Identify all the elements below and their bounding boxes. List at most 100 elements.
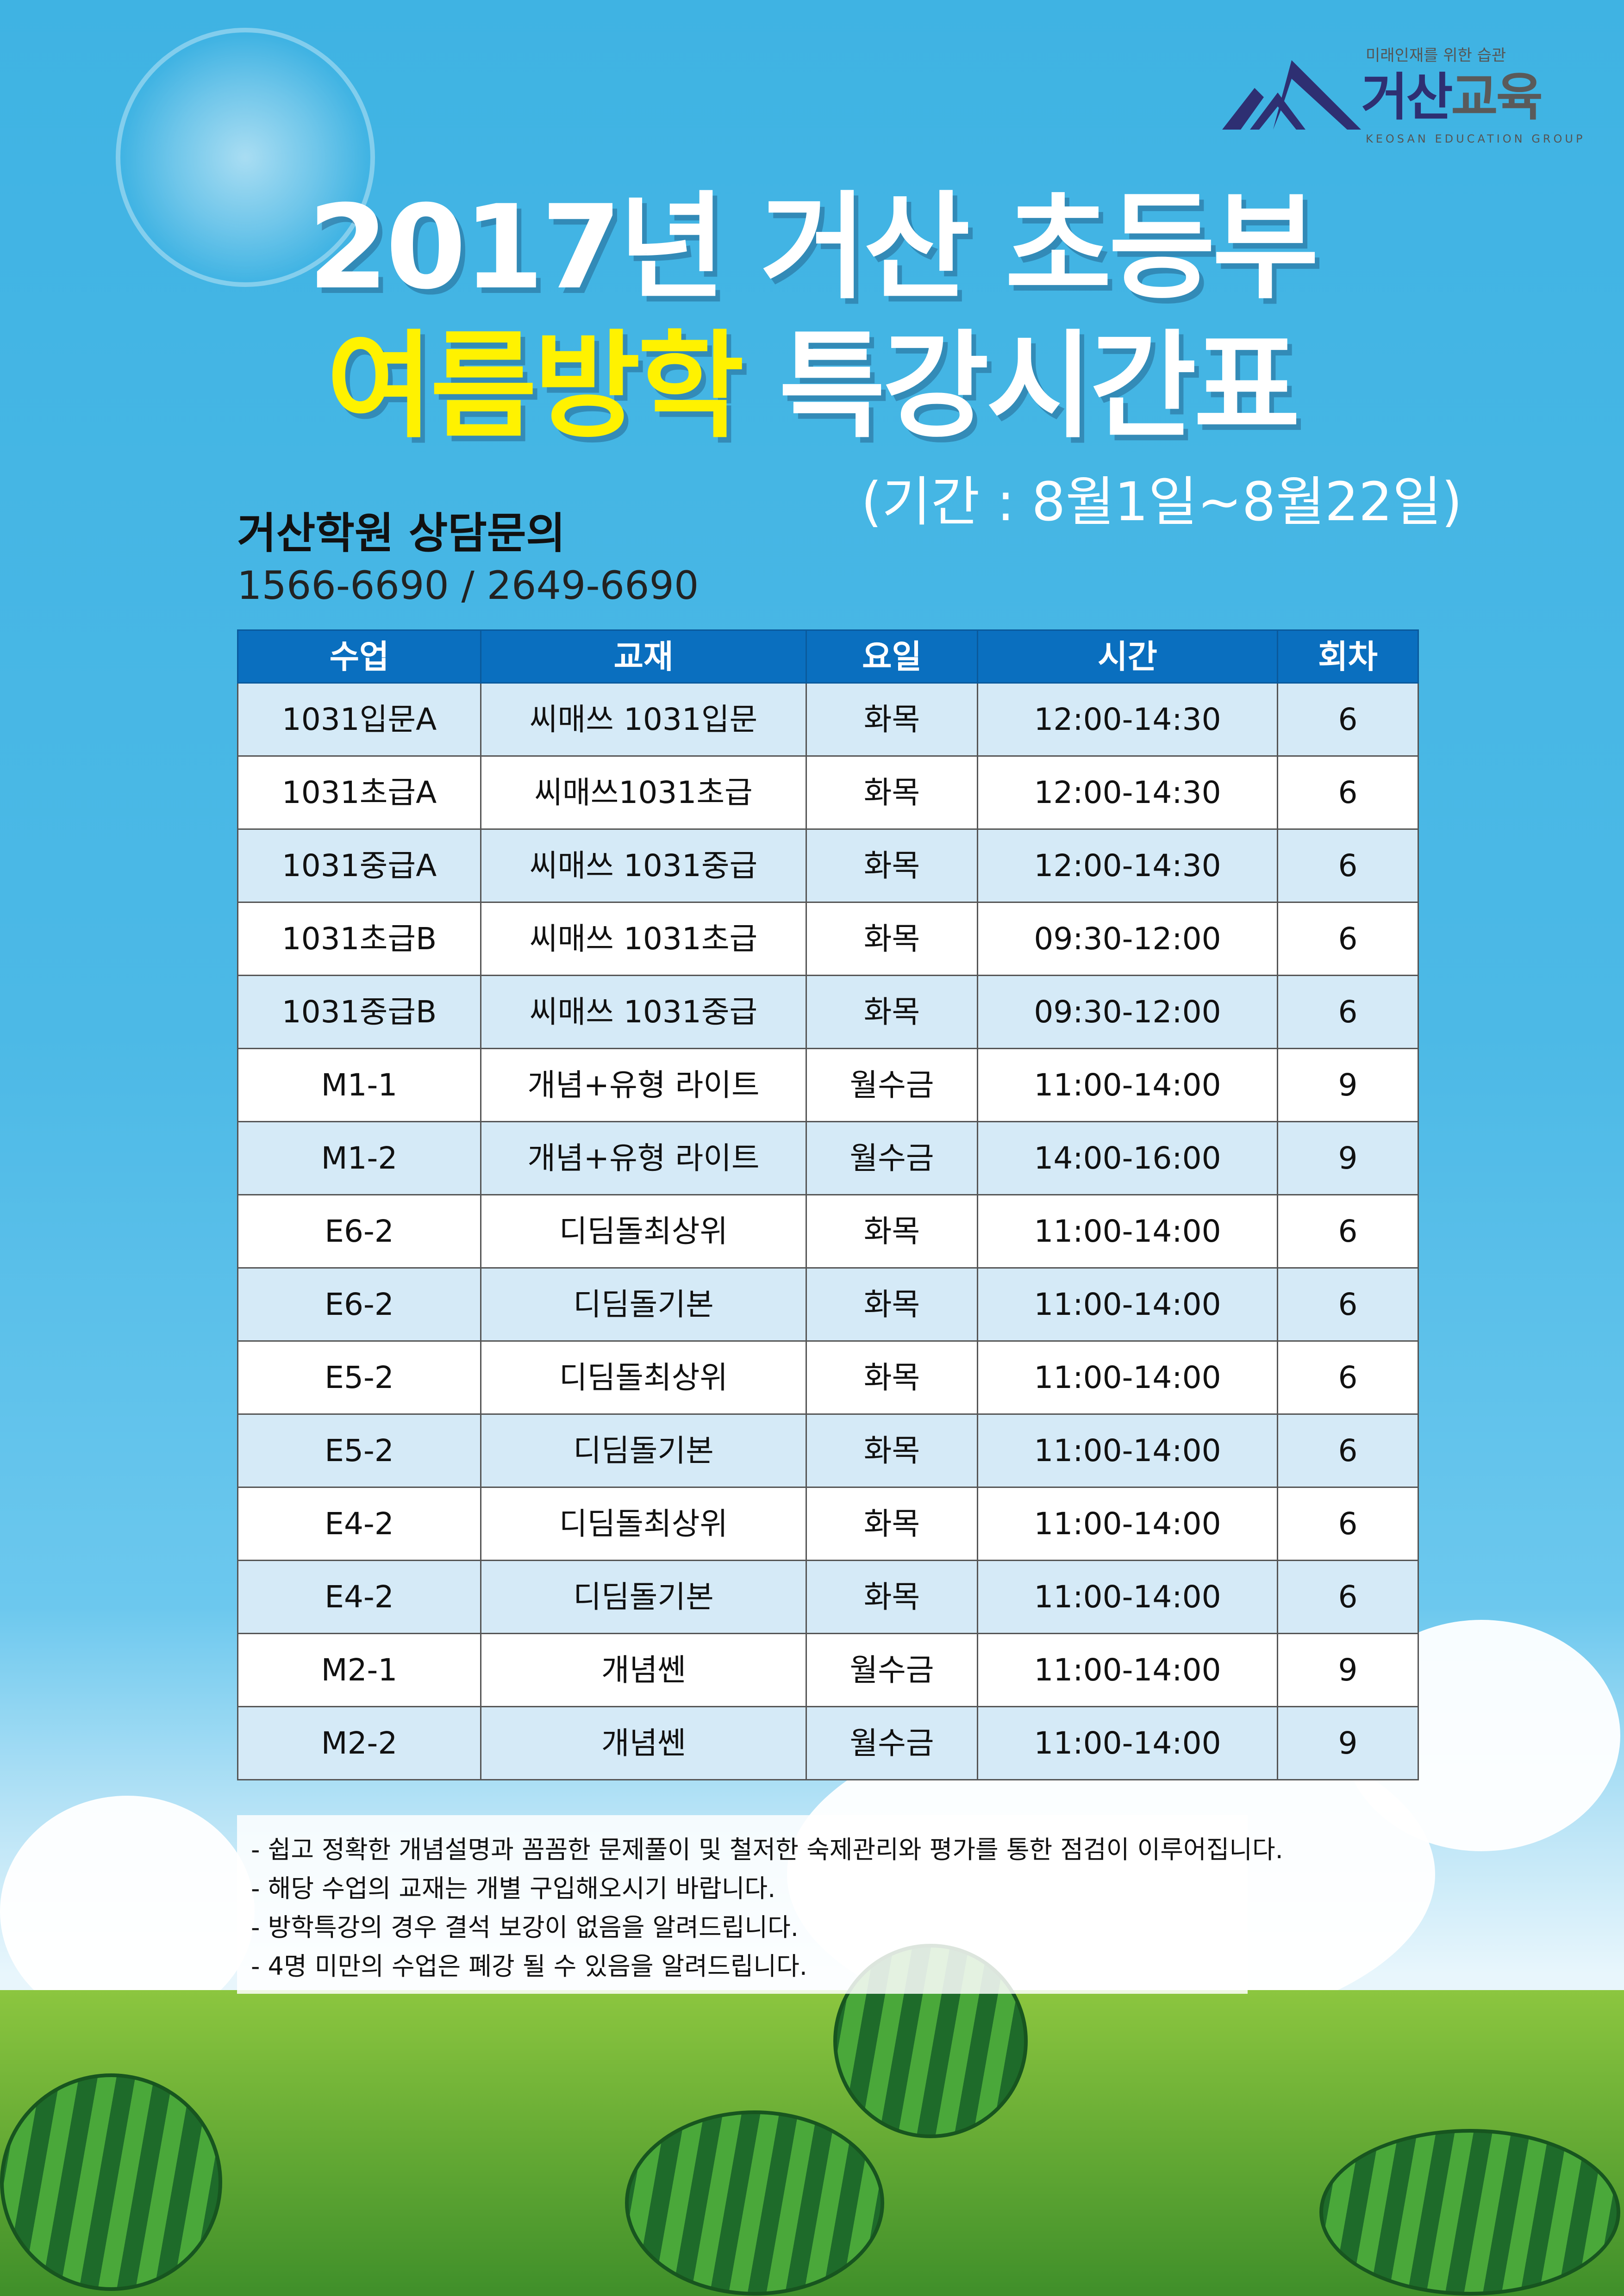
table-cell: 개념쎈 [480, 1633, 807, 1707]
table-row: 1031초급B 씨매쓰 1031초급 화목 09:30-12:00 6 [237, 902, 1419, 976]
mountain-logo-icon [1222, 60, 1361, 130]
table-cell: 1031입문A [237, 682, 481, 757]
table-row: E6-2 디딤돌최상위 화목 11:00-14:00 6 [237, 1194, 1419, 1269]
period: (기간 : 8월1일~8월22일) [861, 471, 1462, 533]
table-cell: 6 [1277, 1194, 1419, 1269]
table-cell: 9 [1277, 1121, 1419, 1195]
table-cell: 6 [1277, 1487, 1419, 1561]
table-cell: 6 [1277, 1560, 1419, 1634]
logo-tagline: 미래인재를 위한 습관 [1366, 46, 1506, 65]
table-cell: E6-2 [237, 1194, 481, 1269]
logo-name-part1: 거산 [1361, 68, 1453, 127]
table-cell: 월수금 [806, 1048, 978, 1122]
table-cell: 개념+유형 라이트 [480, 1121, 807, 1195]
table-cell: 씨매쓰 1031중급 [480, 975, 807, 1049]
logo-english: KEOSAN EDUCATION GROUP [1366, 132, 1586, 145]
table-cell: E4-2 [237, 1560, 481, 1634]
note: - 쉽고 정확한 개념설명과 꼼꼼한 문제풀이 및 철저한 숙제관리와 평가를 … [251, 1835, 1283, 1864]
table-cell: M1-1 [237, 1048, 481, 1122]
column-header: 수업 [237, 629, 481, 684]
table-cell: 화목 [806, 682, 978, 757]
table-cell: 개념쎈 [480, 1706, 807, 1780]
table-row: E5-2 디딤돌기본 화목 11:00-14:00 6 [237, 1413, 1419, 1488]
title-line1: 2017년 거산 초등부 [308, 180, 1319, 315]
table-cell: 디딤돌기본 [480, 1560, 807, 1634]
table-cell: 6 [1277, 1267, 1419, 1342]
logo-name: 거산교육 [1361, 67, 1543, 127]
note: - 해당 수업의 교재는 개별 구입해오시기 바랍니다. [251, 1874, 776, 1903]
table-cell: E5-2 [237, 1340, 481, 1415]
table-row: 1031중급B 씨매쓰 1031중급 화목 09:30-12:00 6 [237, 975, 1419, 1049]
table-cell: 11:00-14:00 [977, 1267, 1278, 1342]
table-cell: 1031중급A [237, 828, 481, 903]
table-cell: 12:00-14:30 [977, 755, 1278, 830]
table-cell: 디딤돌최상위 [480, 1194, 807, 1269]
table-cell: 월수금 [806, 1121, 978, 1195]
table-cell: 9 [1277, 1706, 1419, 1780]
table-cell: 12:00-14:30 [977, 828, 1278, 903]
table-cell: 9 [1277, 1633, 1419, 1707]
table-cell: 화목 [806, 1267, 978, 1342]
column-header: 교재 [480, 629, 807, 684]
table-row: 1031중급A 씨매쓰 1031중급 화목 12:00-14:30 6 [237, 828, 1419, 903]
table-cell: 씨매쓰 1031중급 [480, 828, 807, 903]
table-cell: 12:00-14:30 [977, 682, 1278, 757]
table-cell: 11:00-14:00 [977, 1413, 1278, 1488]
title-rest: 특강시간표 [779, 319, 1300, 454]
table-cell: 11:00-14:00 [977, 1048, 1278, 1122]
table-cell: 6 [1277, 682, 1419, 757]
table-row: E5-2 디딤돌최상위 화목 11:00-14:00 6 [237, 1340, 1419, 1415]
table-row: 1031입문A 씨매쓰 1031입문 화목 12:00-14:30 6 [237, 682, 1419, 757]
notes-box: - 쉽고 정확한 개념설명과 꼼꼼한 문제풀이 및 철저한 숙제관리와 평가를 … [237, 1815, 1283, 1994]
table-cell: 씨매쓰 1031초급 [480, 902, 807, 976]
table-cell: 화목 [806, 1560, 978, 1634]
watermelon [0, 2073, 222, 2291]
table-cell: 화목 [806, 1487, 978, 1561]
table-cell: E4-2 [237, 1487, 481, 1561]
table-cell: 화목 [806, 828, 978, 903]
note: - 방학특강의 경우 결석 보강이 없음을 알려드립니다. [251, 1913, 799, 1942]
table-cell: 개념+유형 라이트 [480, 1048, 807, 1122]
sun-flare [116, 28, 375, 287]
table-cell: 월수금 [806, 1706, 978, 1780]
table-cell: 디딤돌최상위 [480, 1340, 807, 1415]
table-cell: M1-2 [237, 1121, 481, 1195]
table-cell: 1031초급A [237, 755, 481, 830]
table-cell: 씨매쓰1031초급 [480, 755, 807, 830]
table-cell: 디딤돌최상위 [480, 1487, 807, 1561]
table-cell: 11:00-14:00 [977, 1194, 1278, 1269]
table-cell: 6 [1277, 755, 1419, 830]
table-cell: E5-2 [237, 1413, 481, 1488]
column-header: 회차 [1277, 629, 1419, 684]
note: - 4명 미만의 수업은 폐강 될 수 있음을 알려드립니다. [251, 1952, 807, 1981]
title-line2: 여름방학 특강시간표 [0, 324, 1624, 449]
contact-label: 거산학원 상담문의 [237, 509, 566, 558]
column-header: 시간 [977, 629, 1278, 684]
column-header: 요일 [806, 629, 978, 684]
table-cell: 화목 [806, 1413, 978, 1488]
table-cell: 6 [1277, 1413, 1419, 1488]
table-cell: E6-2 [237, 1267, 481, 1342]
table-cell: 09:30-12:00 [977, 902, 1278, 976]
table-cell: 1031초급B [237, 902, 481, 976]
table-cell: 화목 [806, 1340, 978, 1415]
table-cell: 화목 [806, 755, 978, 830]
table-cell: 09:30-12:00 [977, 975, 1278, 1049]
table-cell: 6 [1277, 1340, 1419, 1415]
table-cell: 14:00-16:00 [977, 1121, 1278, 1195]
table-cell: 씨매쓰 1031입문 [480, 682, 807, 757]
table-row: M1-1 개념+유형 라이트 월수금 11:00-14:00 9 [237, 1048, 1419, 1122]
watermelon [625, 2110, 884, 2296]
table-row: E6-2 디딤돌기본 화목 11:00-14:00 6 [237, 1267, 1419, 1342]
table-row: M2-1 개념쎈 월수금 11:00-14:00 9 [237, 1633, 1419, 1707]
table-cell: 11:00-14:00 [977, 1633, 1278, 1707]
table-row: M2-2 개념쎈 월수금 11:00-14:00 9 [237, 1706, 1419, 1780]
table-cell: 11:00-14:00 [977, 1487, 1278, 1561]
table-cell: 화목 [806, 1194, 978, 1269]
table-cell: 월수금 [806, 1633, 978, 1707]
logo: 미래인재를 위한 습관 거산교육 KEOSAN EDUCATION GROUP [1222, 46, 1582, 153]
table-cell: 6 [1277, 828, 1419, 903]
table-row: E4-2 디딤돌기본 화목 11:00-14:00 6 [237, 1560, 1419, 1634]
table-row: 1031초급A 씨매쓰1031초급 화목 12:00-14:30 6 [237, 755, 1419, 830]
table-cell: 11:00-14:00 [977, 1340, 1278, 1415]
